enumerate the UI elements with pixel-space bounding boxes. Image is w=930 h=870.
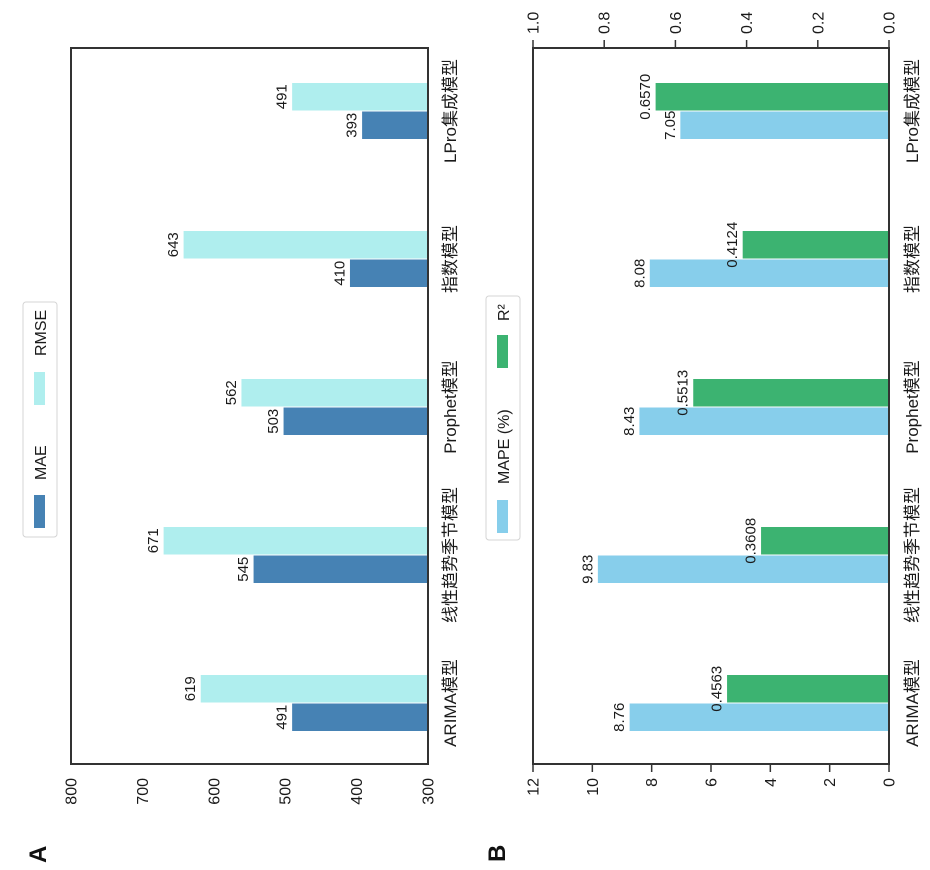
y-tick-label: 400 <box>349 778 366 805</box>
panel-a-frame <box>70 47 429 765</box>
value-label-r2: 0.6570 <box>637 74 654 120</box>
bar-r2 <box>760 526 890 556</box>
bar-mae <box>291 702 429 732</box>
value-label-mape: 8.08 <box>631 259 648 288</box>
value-label-r2: 0.4124 <box>724 222 741 268</box>
value-label-rmse: 643 <box>165 232 182 257</box>
bar-mae <box>348 258 429 288</box>
bar-r2 <box>741 230 890 260</box>
legend-label-rmse: RMSE <box>33 310 50 356</box>
bar-rmse <box>199 674 429 704</box>
value-label-mae: 410 <box>331 261 348 286</box>
category-label: 指数模型 <box>903 225 922 293</box>
value-label-rmse: 491 <box>274 84 291 109</box>
legend-box <box>485 295 521 541</box>
bar-mae <box>252 554 429 584</box>
left-y-tick-label: 6 <box>704 778 721 787</box>
bar-mape <box>648 258 890 288</box>
left-y-tick-label: 8 <box>644 778 661 787</box>
panel-label-b: B <box>484 845 511 862</box>
value-label-r2: 0.4563 <box>709 666 726 712</box>
panel-a-y-axis: 300 400 500 600 700 800 <box>64 778 438 805</box>
panel-b-frame <box>532 47 890 765</box>
legend-swatch-mae <box>34 495 45 528</box>
legend-swatch-r2 <box>497 335 508 368</box>
category-label: 指数模型 <box>441 225 460 293</box>
right-y-tick-label: 0.2 <box>810 12 827 34</box>
value-label-mape: 8.43 <box>621 407 638 436</box>
legend-swatch-mape <box>497 500 508 533</box>
left-y-tick-label: 0 <box>882 778 899 787</box>
bar-rmse <box>291 82 429 112</box>
right-y-tick-label: 0.6 <box>668 12 685 34</box>
bar-mape <box>628 702 890 732</box>
bar-rmse <box>182 230 429 260</box>
bar-r2 <box>692 378 890 408</box>
value-label-r2: 0.5513 <box>675 370 692 416</box>
bar-rmse <box>240 378 429 408</box>
panel-a-bars <box>162 82 429 732</box>
right-y-tick-label: 0.8 <box>597 12 614 34</box>
value-label-r2: 0.3608 <box>743 518 760 564</box>
category-label: Prophet模型 <box>441 360 460 454</box>
panel-b-bars <box>596 82 890 732</box>
left-y-tick-label: 10 <box>585 778 602 796</box>
value-label-mae: 491 <box>274 705 291 730</box>
value-label-mae: 503 <box>265 409 282 434</box>
legend-box <box>22 301 58 538</box>
category-label: LPro集成模型 <box>903 59 922 163</box>
bar-mape <box>679 110 890 140</box>
legend-swatch-rmse <box>34 372 45 405</box>
bar-rmse <box>162 526 429 556</box>
category-label: Prophet模型 <box>903 360 922 454</box>
y-tick-label: 800 <box>64 778 81 805</box>
left-y-tick-label: 2 <box>822 778 839 787</box>
value-label-mae: 393 <box>344 113 361 138</box>
panel-b-legend: MAPE (%) R² <box>485 295 521 541</box>
value-label-rmse: 671 <box>145 528 162 553</box>
category-label: 线性趋势季节模型 <box>903 487 922 623</box>
category-label: LPro集成模型 <box>441 59 460 163</box>
right-y-tick-label: 1.0 <box>526 12 543 34</box>
value-label-rmse: 619 <box>182 676 199 701</box>
right-y-tick-label: 0.0 <box>882 12 899 34</box>
category-label: ARIMA模型 <box>903 659 922 747</box>
value-label-mae: 545 <box>235 557 252 582</box>
legend-label-r2: R² <box>496 303 513 321</box>
legend-label-mape: MAPE (%) <box>496 409 513 484</box>
y-tick-label: 500 <box>278 778 295 805</box>
panel-b-labels: 8.76 9.83 8.43 8.08 7.05 0.4563 0.3608 0.5513 0.… <box>579 59 922 747</box>
category-label: ARIMA模型 <box>441 659 460 747</box>
bar-mae <box>361 110 429 140</box>
left-y-tick-label: 4 <box>763 778 780 787</box>
y-tick-label: 600 <box>206 778 223 805</box>
panel-a-labels: 491 545 503 410 393 619 671 562 643 491 ARIMA模型 线性趋… <box>145 59 460 747</box>
panel-b-y-axes: 0 2 4 6 8 10 12 0.0 0.2 0.4 0.6 0.8 1.0 <box>526 12 899 796</box>
y-tick-label: 300 <box>421 778 438 805</box>
value-label-mape: 7.05 <box>662 111 679 140</box>
bar-r2 <box>726 674 890 704</box>
right-y-tick-label: 0.4 <box>739 12 756 34</box>
legend-label-mae: MAE <box>33 445 50 480</box>
panel-a-legend: MAE RMSE <box>22 301 58 538</box>
bar-r2 <box>654 82 890 112</box>
value-label-mape: 8.76 <box>611 703 628 732</box>
value-label-mape: 9.83 <box>579 555 596 584</box>
panel-label-a: A <box>25 846 52 863</box>
y-tick-label: 700 <box>135 778 152 805</box>
value-label-rmse: 562 <box>223 380 240 405</box>
bar-mae <box>282 406 429 436</box>
category-label: 线性趋势季节模型 <box>441 487 460 623</box>
left-y-tick-label: 12 <box>526 778 543 796</box>
panel-a-mae-rmse: A 300 400 500 600 700 800 491 545 503 410 393 619 6… <box>22 47 460 863</box>
